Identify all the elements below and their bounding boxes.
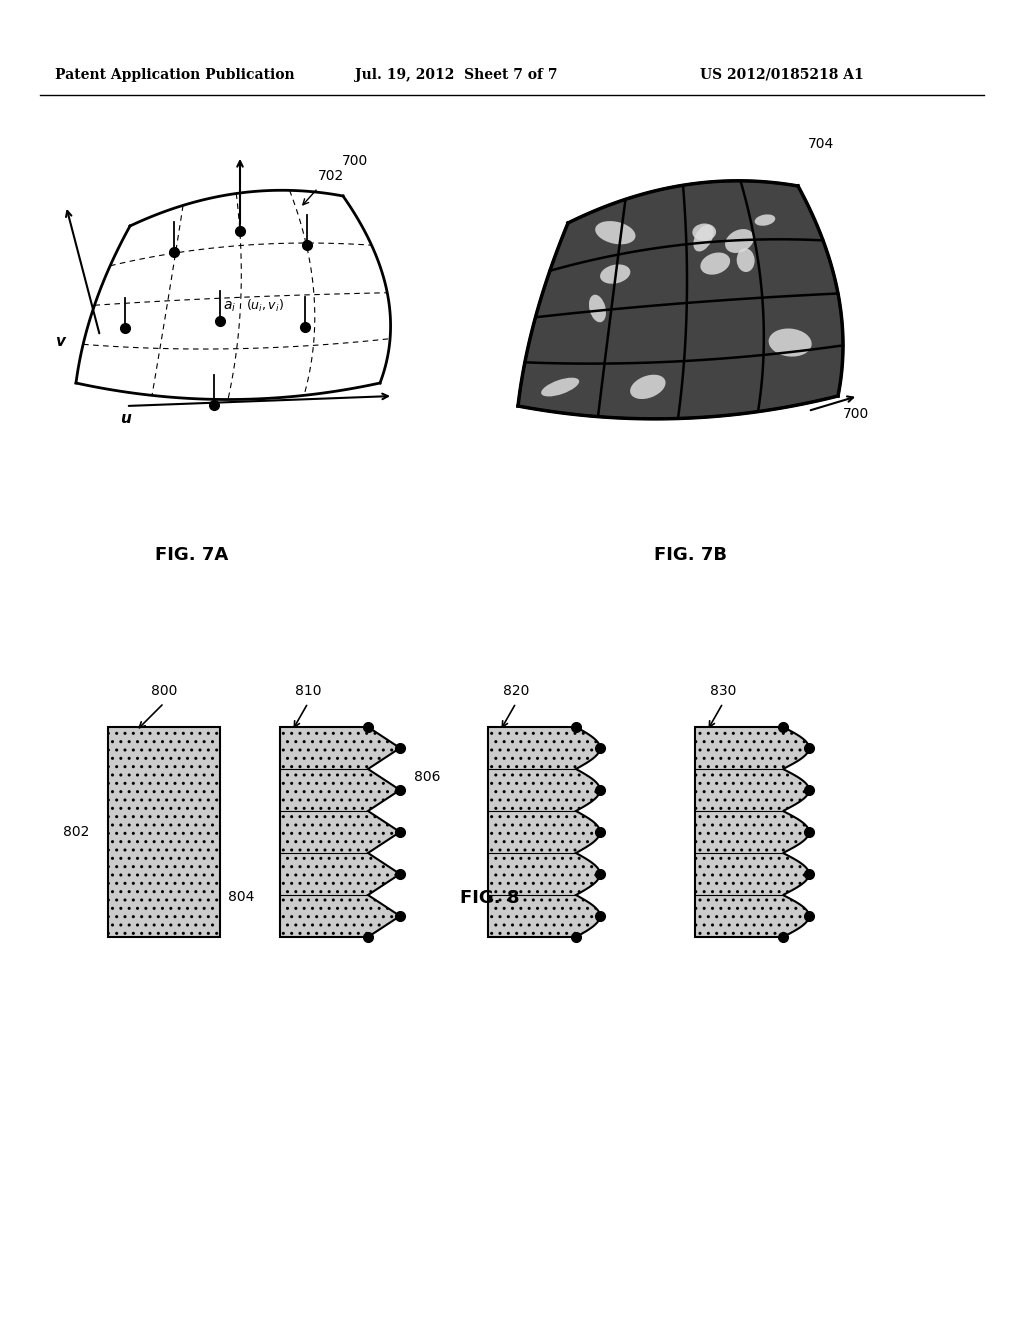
Text: US 2012/0185218 A1: US 2012/0185218 A1 bbox=[700, 69, 864, 82]
Ellipse shape bbox=[600, 264, 631, 284]
Ellipse shape bbox=[541, 378, 580, 396]
Text: 804: 804 bbox=[228, 890, 254, 904]
Polygon shape bbox=[518, 181, 843, 418]
Ellipse shape bbox=[693, 224, 714, 252]
Ellipse shape bbox=[595, 220, 636, 244]
Text: v: v bbox=[55, 334, 65, 348]
Ellipse shape bbox=[589, 294, 606, 322]
Text: 830: 830 bbox=[710, 684, 736, 698]
Text: 820: 820 bbox=[503, 684, 529, 698]
Text: $(u_i,v_i)$: $(u_i,v_i)$ bbox=[246, 298, 284, 314]
Text: FIG. 7B: FIG. 7B bbox=[653, 546, 726, 564]
Ellipse shape bbox=[692, 223, 716, 240]
Text: u: u bbox=[121, 411, 131, 426]
Text: Patent Application Publication: Patent Application Publication bbox=[55, 69, 295, 82]
Text: 800: 800 bbox=[151, 684, 177, 698]
Ellipse shape bbox=[630, 375, 666, 399]
Ellipse shape bbox=[725, 230, 754, 253]
Ellipse shape bbox=[769, 329, 812, 356]
Text: FIG. 7A: FIG. 7A bbox=[156, 546, 228, 564]
Text: FIG. 8: FIG. 8 bbox=[460, 888, 520, 907]
Polygon shape bbox=[280, 727, 400, 937]
Ellipse shape bbox=[700, 252, 730, 275]
Ellipse shape bbox=[736, 248, 755, 272]
Text: $a_i$: $a_i$ bbox=[223, 300, 236, 314]
Text: 700: 700 bbox=[843, 407, 869, 421]
Text: 810: 810 bbox=[295, 684, 322, 698]
Text: 702: 702 bbox=[318, 169, 344, 183]
Bar bbox=[108, 727, 220, 937]
Polygon shape bbox=[695, 727, 809, 937]
Text: 700: 700 bbox=[342, 154, 369, 168]
Ellipse shape bbox=[755, 214, 775, 226]
Text: 806: 806 bbox=[414, 771, 440, 784]
Polygon shape bbox=[488, 727, 600, 937]
Text: 704: 704 bbox=[808, 137, 835, 150]
Text: Jul. 19, 2012  Sheet 7 of 7: Jul. 19, 2012 Sheet 7 of 7 bbox=[355, 69, 557, 82]
Text: 802: 802 bbox=[62, 825, 89, 840]
